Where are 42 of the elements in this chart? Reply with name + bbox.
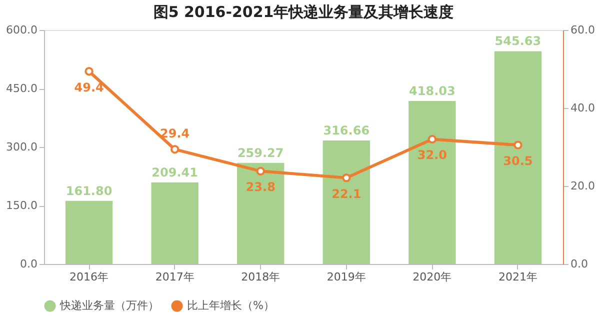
legend-label: 快递业务量（万件） [59, 299, 159, 312]
data-label: 32.0 [417, 148, 447, 162]
point [514, 140, 522, 150]
data-label: 545.63 [494, 34, 542, 48]
y-tick-label: 600.0 [6, 24, 38, 36]
data-label: 259.27 [237, 146, 284, 160]
bar [151, 182, 198, 264]
bar [494, 51, 542, 264]
x-tick-label: 2020年 [412, 270, 452, 284]
data-label: 49.4 [74, 80, 104, 94]
bar [322, 140, 370, 264]
bar [65, 200, 113, 264]
y-tick-label: 150.0 [6, 199, 38, 212]
y-tick-label: 450.0 [6, 82, 38, 95]
bar [237, 162, 284, 264]
data-label: 418.03 [409, 84, 456, 98]
point [84, 66, 94, 76]
x-tick-label: 2021年 [498, 270, 538, 284]
y2-tick-label: 0.0 [570, 258, 588, 270]
x-tick-label: 2019年 [326, 270, 366, 284]
x-tick-label: 2018年 [241, 270, 280, 284]
point [170, 144, 180, 154]
point [342, 173, 351, 182]
data-label: 209.41 [152, 165, 198, 180]
y2-tick-label: 20.0 [570, 180, 595, 192]
y2-tick-label: 40.0 [570, 102, 595, 114]
data-label: 316.66 [323, 124, 370, 138]
y-tick-label: 300.0 [6, 140, 38, 154]
y2-tick-label: 60.0 [570, 24, 595, 36]
data-label: 22.1 [332, 186, 362, 201]
x-tick-label: 2016年 [70, 270, 109, 284]
chart-title: 图5 2016-2021年快递业务量及其增长速度 [153, 3, 454, 21]
data-label: 29.4 [160, 126, 190, 140]
data-label: 30.5 [503, 154, 533, 168]
point [428, 134, 437, 144]
point [256, 166, 265, 176]
data-label: 161.80 [66, 184, 112, 198]
bar [408, 100, 456, 264]
data-label: 23.8 [246, 180, 276, 194]
legend-label: 比上年增长（%） [187, 299, 274, 312]
y-tick-label: 0.0 [20, 258, 38, 270]
x-tick-label: 2017年 [155, 270, 194, 284]
